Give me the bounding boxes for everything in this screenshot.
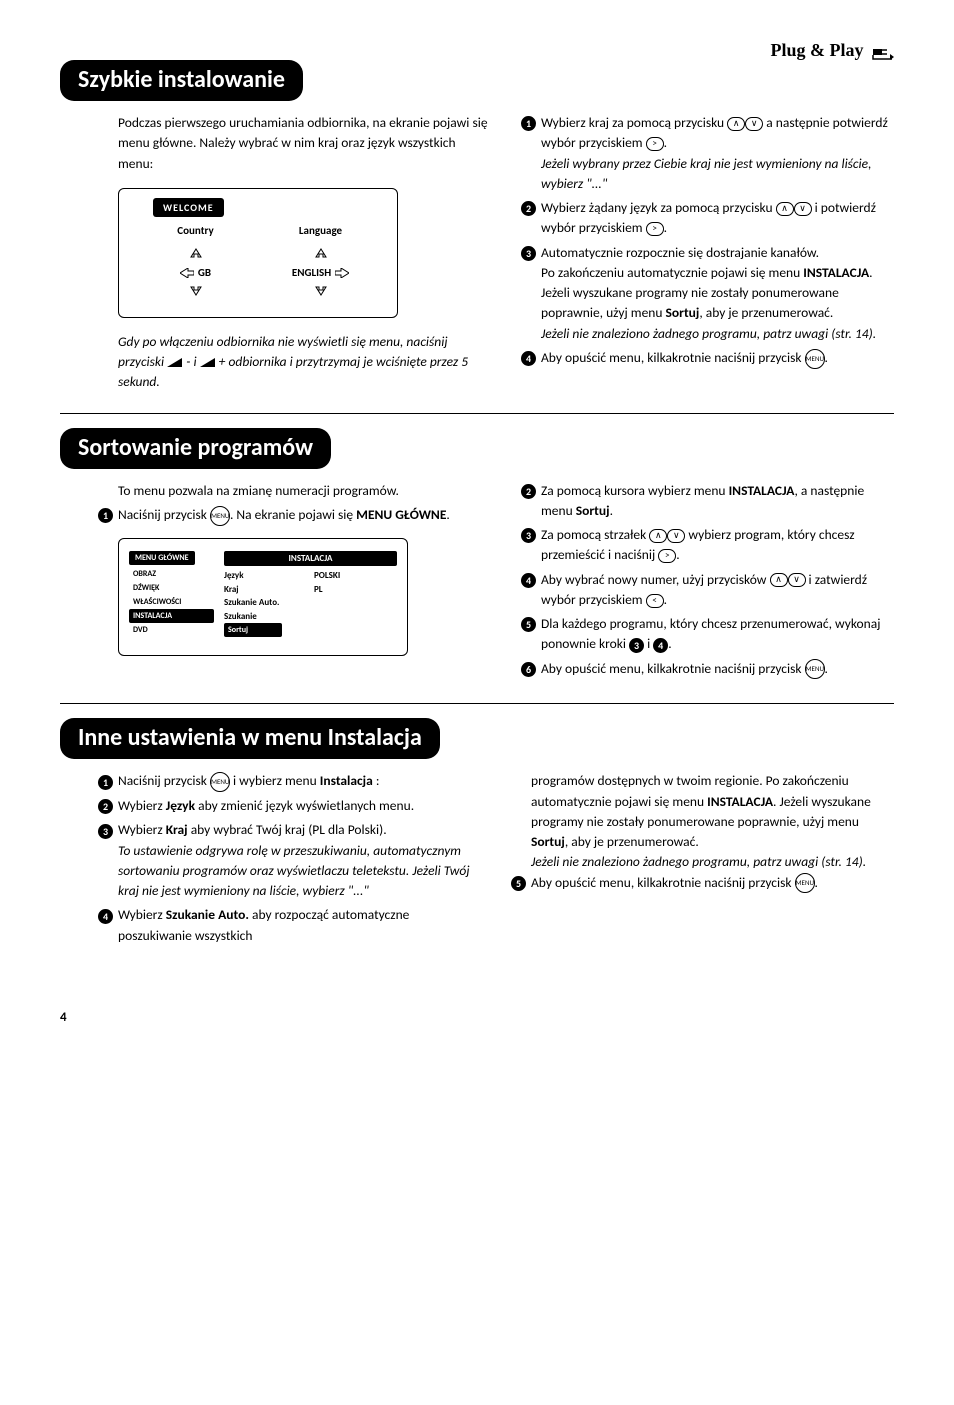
- menu-wlasciwosci: WŁAŚCIWOŚCI: [129, 595, 214, 609]
- step-5-bullet: 5: [521, 617, 536, 632]
- welcome-screen-mockup: WELCOME Country Language GB: [118, 188, 398, 318]
- menu-dzwiek: DŹWIĘK: [129, 581, 214, 595]
- menu-polski: POLSKI: [314, 569, 340, 583]
- arrow-down-icon: [133, 283, 258, 303]
- step-4-bullet: 4: [98, 909, 113, 924]
- menu-sortuj: Sortuj: [224, 623, 282, 637]
- right-button-icon: >: [658, 549, 676, 563]
- step-1-bullet: 1: [98, 508, 113, 523]
- volume-minus-icon: [167, 358, 183, 368]
- down-button-icon: ∨: [788, 573, 806, 587]
- divider: [60, 703, 894, 704]
- sort-intro: To menu pozwala na zmianę numeracji prog…: [118, 481, 491, 501]
- sort-step-6: Aby opuścić menu, kilkakrotnie naciśnij …: [541, 659, 894, 680]
- step-1-bullet: 1: [521, 116, 536, 131]
- page-number: 4: [60, 1010, 894, 1025]
- menu-button-icon: MENU: [210, 772, 230, 792]
- sort-step-2: Za pomocą kursora wybierz menu INSTALACJ…: [541, 481, 894, 522]
- step-2-bullet: 2: [521, 201, 536, 216]
- step-1-text: Wybierz kraj za pomocą przycisku ∧∨ a na…: [541, 113, 894, 194]
- up-button-icon: ∧: [776, 202, 794, 216]
- intro-text: Podczas pierwszego uruchamiania odbiorni…: [118, 113, 491, 174]
- step-3-bullet: 3: [98, 824, 113, 839]
- down-button-icon: ∨: [667, 529, 685, 543]
- step-4-bullet: 4: [521, 573, 536, 588]
- menu-pl: PL: [314, 583, 323, 597]
- step-4-bullet: 4: [521, 351, 536, 366]
- arrow-up-icon: [133, 245, 258, 265]
- right-button-icon: >: [646, 222, 664, 236]
- menu-button-icon: MENU: [805, 349, 825, 369]
- sort-step-1: Naciśnij przycisk MENU. Na ekranie pojaw…: [118, 505, 491, 526]
- arrow-up-icon: [258, 245, 383, 265]
- step-2-bullet: 2: [98, 799, 113, 814]
- section-title-quick-install: Szybkie instalowanie: [60, 60, 303, 101]
- sort-step-3: Za pomocą strzałek ∧∨ wybierz program, k…: [541, 525, 894, 566]
- menu-jezyk: Język: [224, 569, 314, 583]
- step-4-text: Aby opuścić menu, kilkakrotnie naciśnij …: [541, 348, 894, 369]
- inst-step-1: Naciśnij przycisk MENU i wybierz menu In…: [118, 771, 481, 792]
- menu-szukanie-auto: Szukanie Auto.: [224, 596, 314, 610]
- menu-kraj: Kraj: [224, 583, 314, 597]
- arrow-right-icon: [335, 268, 349, 278]
- step-5-bullet: 5: [511, 876, 526, 891]
- step-3-bullet: 3: [521, 528, 536, 543]
- country-label: Country: [133, 223, 258, 240]
- down-button-icon: ∨: [745, 117, 763, 131]
- arrow-left-icon: [180, 268, 194, 278]
- language-label: Language: [258, 223, 383, 240]
- arrow-down-icon: [258, 283, 383, 303]
- menu-obraz: OBRAZ: [129, 567, 214, 581]
- up-button-icon: ∧: [727, 117, 745, 131]
- step-6-bullet: 6: [521, 662, 536, 677]
- menu-instalacja: INSTALACJA: [129, 609, 214, 623]
- step-3-text: Automatycznie rozpocznie się dostrajanie…: [541, 243, 894, 344]
- note-text: Gdy po włączeniu odbiornika nie wyświetl…: [118, 332, 491, 393]
- menu-dvd: DVD: [129, 623, 214, 637]
- step-2-text: Wybierz żądany język za pomocą przycisku…: [541, 198, 894, 239]
- step-1-bullet: 1: [98, 775, 113, 790]
- sort-step-4: Aby wybrać nowy numer, użyj przycisków ∧…: [541, 570, 894, 611]
- volume-plus-icon: [200, 358, 216, 368]
- section-title-sort: Sortowanie programów: [60, 428, 331, 469]
- inst-step-4: Wybierz Szukanie Auto. aby rozpocząć aut…: [118, 905, 481, 946]
- inst-right-text: programów dostępnych w twoim regionie. P…: [511, 771, 894, 872]
- gb-value: GB: [198, 265, 211, 282]
- inst-step-5: Aby opuścić menu, kilkakrotnie naciśnij …: [531, 873, 894, 894]
- step-2-bullet: 2: [521, 484, 536, 499]
- step-3-bullet: 3: [521, 246, 536, 261]
- welcome-tab: WELCOME: [153, 198, 224, 217]
- menu-mockup: MENU GŁÓWNE OBRAZ DŹWIĘK WŁAŚCIWOŚCI INS…: [118, 538, 408, 657]
- up-button-icon: ∧: [770, 573, 788, 587]
- divider: [60, 413, 894, 414]
- menu-button-icon: MENU: [805, 659, 825, 679]
- menu-szukanie: Szukanie: [224, 610, 314, 624]
- english-value: ENGLISH: [292, 265, 331, 282]
- inst-step-2: Wybierz Język aby zmienić język wyświetl…: [118, 796, 481, 816]
- up-button-icon: ∧: [649, 529, 667, 543]
- section-title-other-settings: Inne ustawienia w menu Instalacja: [60, 718, 440, 759]
- left-button-icon: <: [646, 594, 664, 608]
- menu-header-left: MENU GŁÓWNE: [129, 551, 195, 565]
- menu-button-icon: MENU: [210, 506, 230, 526]
- plug-icon: [872, 43, 894, 61]
- menu-header-right: INSTALACJA: [224, 551, 397, 567]
- right-button-icon: >: [646, 137, 664, 151]
- menu-button-icon: MENU: [795, 873, 815, 893]
- plug-and-play-logo: Plug & Play: [771, 40, 895, 61]
- down-button-icon: ∨: [794, 202, 812, 216]
- inst-step-3: Wybierz Kraj aby wybrać Twój kraj (PL dl…: [118, 820, 481, 901]
- sort-step-5: Dla każdego programu, który chcesz przen…: [541, 614, 894, 655]
